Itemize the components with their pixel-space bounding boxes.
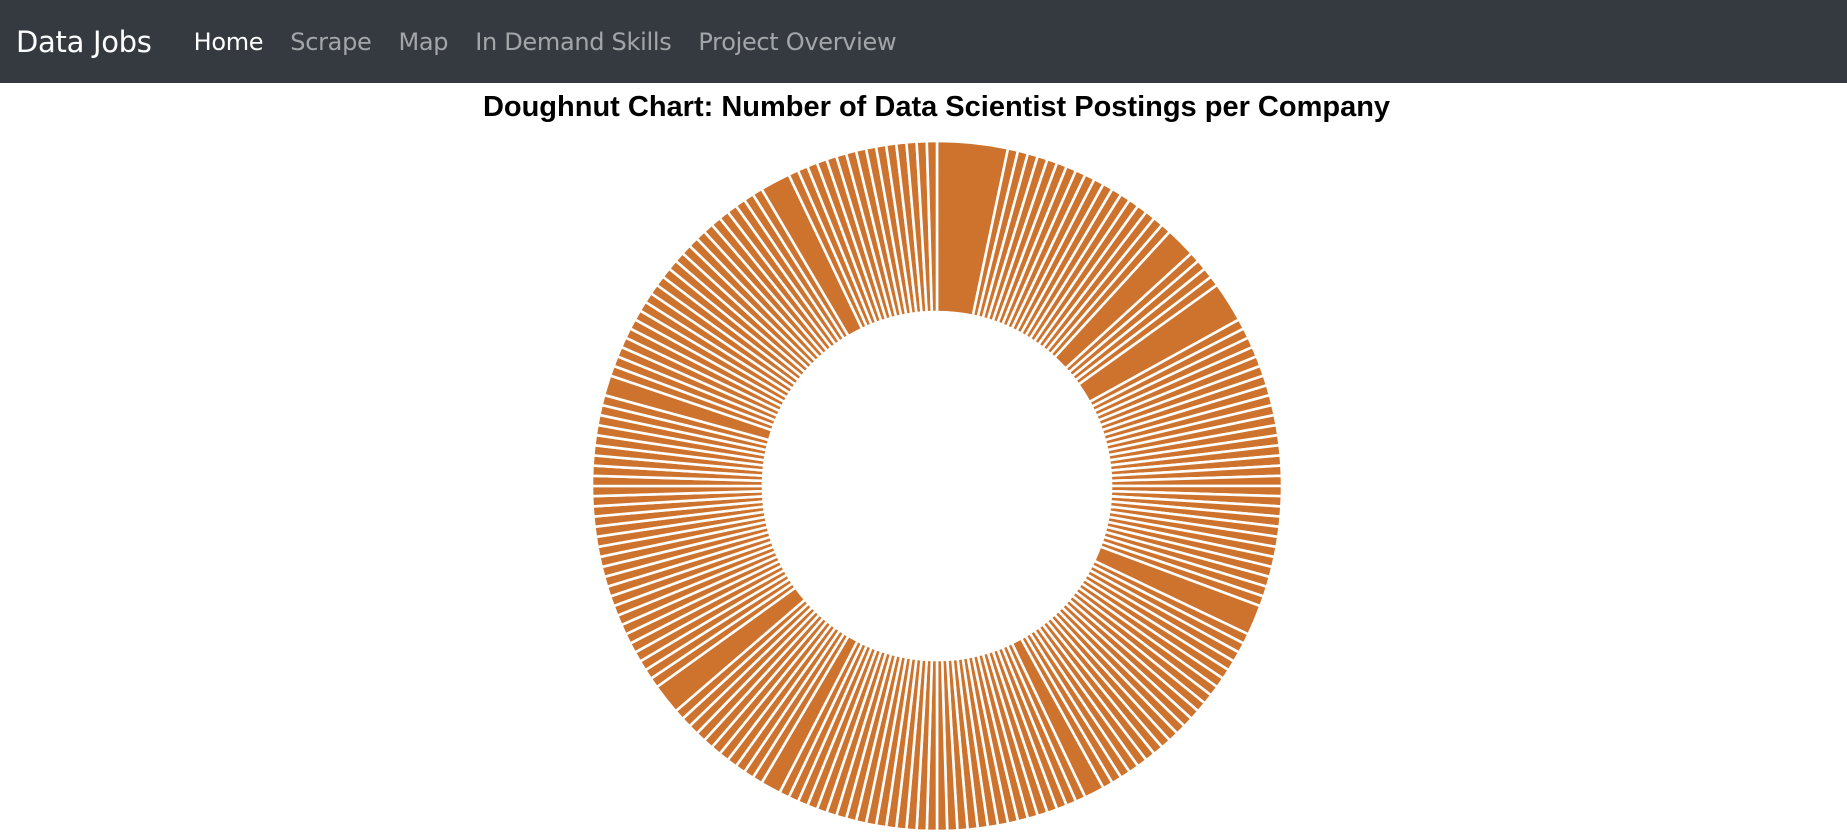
chart-container: Doughnut Chart: Number of Data Scientist… <box>0 83 1847 837</box>
nav-item-map[interactable]: Map <box>398 27 449 56</box>
nav-item-project-overview[interactable]: Project Overview <box>698 27 897 56</box>
chart-title: Doughnut Chart: Number of Data Scientist… <box>482 91 1391 123</box>
nav-item-home[interactable]: Home <box>193 27 264 56</box>
nav-list: Home Scrape Map In Demand Skills Project… <box>194 28 924 56</box>
doughnut-chart <box>590 139 1284 833</box>
brand-link[interactable]: Data Jobs <box>16 24 152 59</box>
nav-item-in-demand-skills[interactable]: In Demand Skills <box>475 27 672 56</box>
doughnut-slice[interactable] <box>925 139 939 314</box>
nav-item-scrape[interactable]: Scrape <box>290 27 372 56</box>
doughnut-slices <box>590 139 1284 833</box>
navbar: Data Jobs Home Scrape Map In Demand Skil… <box>0 0 1847 83</box>
